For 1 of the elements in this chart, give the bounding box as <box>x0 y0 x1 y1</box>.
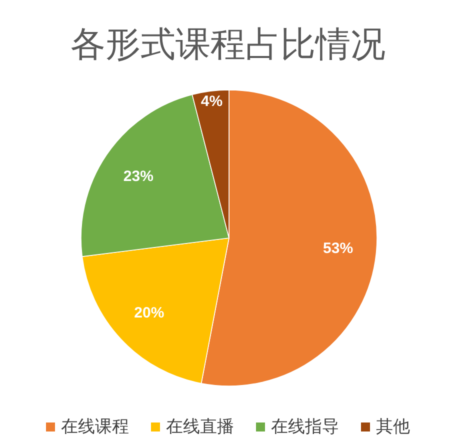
title: 各形式课程占比情况 <box>70 25 386 65</box>
